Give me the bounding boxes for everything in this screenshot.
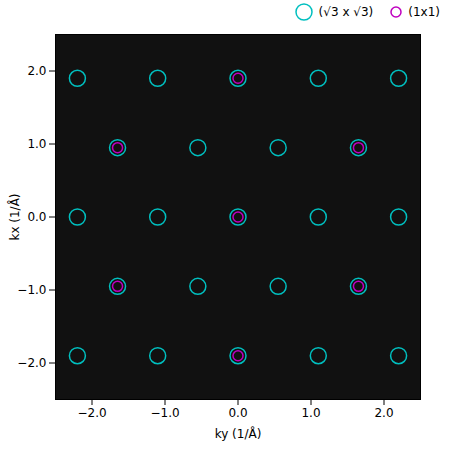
svg-text:kx (1/Å): kx (1/Å) bbox=[7, 193, 22, 240]
svg-text:2.0: 2.0 bbox=[27, 64, 46, 78]
svg-text:0.0: 0.0 bbox=[228, 406, 247, 420]
svg-text:−1.0: −1.0 bbox=[17, 283, 46, 297]
svg-text:1.0: 1.0 bbox=[301, 406, 320, 420]
svg-text:−2.0: −2.0 bbox=[77, 406, 106, 420]
svg-text:ky (1/Å): ky (1/Å) bbox=[215, 426, 262, 441]
html-text:(√3 x √3): (√3 x √3) bbox=[318, 5, 374, 19]
svg-text:1.0: 1.0 bbox=[27, 137, 46, 151]
svg-text:−2.0: −2.0 bbox=[17, 356, 46, 370]
svg-text:2.0: 2.0 bbox=[374, 406, 393, 420]
html-text:(1x1): (1x1) bbox=[408, 5, 440, 19]
svg-text:−1.0: −1.0 bbox=[150, 406, 179, 420]
svg-text:0.0: 0.0 bbox=[27, 210, 46, 224]
